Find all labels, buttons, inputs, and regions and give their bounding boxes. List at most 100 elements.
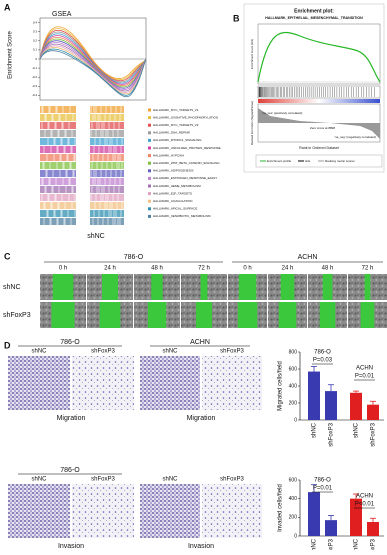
y-tick-label: -0.2 xyxy=(32,75,38,79)
wound-gap xyxy=(360,302,375,328)
wound-gap xyxy=(200,274,208,300)
es-curve xyxy=(39,29,147,82)
y-tick-label: 200 xyxy=(289,515,298,521)
transwell-image xyxy=(140,484,200,538)
annotation: P<0.01 xyxy=(355,502,375,508)
transwell-image xyxy=(8,484,70,538)
y-tick-label: -0.3 xyxy=(32,84,38,88)
x-tick-label: shFoxP3 xyxy=(329,422,335,446)
transwell-image xyxy=(72,484,134,538)
bar xyxy=(308,371,320,420)
heatmap-row xyxy=(90,154,124,161)
condition-label: shFoxP3 xyxy=(220,349,244,355)
wound-gap xyxy=(147,302,167,328)
time-label: 0 h xyxy=(243,266,251,272)
transwell-image xyxy=(8,356,70,410)
condition-label: shNC xyxy=(162,477,178,483)
y-tick-label: 800 xyxy=(289,349,298,355)
legend-text: HALLMARK_MTORC1_SIGNALING xyxy=(153,138,202,142)
wound-gap xyxy=(319,302,336,328)
time-label: 24 h xyxy=(282,266,294,272)
legend-text: HALLMARK_MYC_TARGETS_V1 xyxy=(153,108,199,112)
wound-gap xyxy=(238,274,257,300)
annotation: 786-O xyxy=(314,350,331,356)
heatmap-row xyxy=(90,210,124,217)
y-axis-label: Enrichment score (ES) xyxy=(250,39,254,69)
legend-swatch xyxy=(148,207,151,211)
condition-label: shNC xyxy=(162,349,178,355)
wound-gap xyxy=(51,302,75,328)
legend-swatch xyxy=(148,214,151,218)
legend-text: HALLMARK_XENOBIOTIC_METABOLISM xyxy=(153,214,211,218)
heatmap-row xyxy=(90,178,124,185)
y-tick-label: 0 xyxy=(35,57,37,61)
condition-label: shFoxP3 xyxy=(220,477,244,483)
wound-gap xyxy=(280,274,295,300)
condition-label: shNC xyxy=(31,477,47,483)
legend-text: Enrichment profile xyxy=(267,159,292,163)
es-curve xyxy=(39,28,147,81)
legend-text: HALLMARK_ADIPOGENESIS xyxy=(153,169,194,173)
gsea-title: GSEA xyxy=(52,11,72,18)
heatmap-row xyxy=(90,170,124,177)
legend-swatch xyxy=(148,184,151,188)
transwell-image xyxy=(202,484,262,538)
annotation: P=0.03 xyxy=(313,358,333,364)
heatmap-row xyxy=(90,130,124,137)
x-tick-label: shNC xyxy=(312,422,318,438)
heatmap-row xyxy=(40,122,76,129)
legend-text: HALLMARK_WNT_BETA_CATENIN_SIGNALING xyxy=(153,161,220,165)
row-label: shNC xyxy=(3,284,21,291)
es-curve xyxy=(39,48,147,96)
pos-label: 'na_pos' (positively correlated) xyxy=(262,111,302,115)
y-axis-label: Migrated cells/field xyxy=(278,361,284,411)
transwell-image xyxy=(72,356,134,410)
assay-label: Migration xyxy=(187,415,216,422)
legend-swatch xyxy=(148,169,151,173)
legend-swatch xyxy=(148,123,151,127)
bar xyxy=(325,520,337,536)
legend-text: HALLMARK_OXIDATIVE_PHOSPHORYLATION xyxy=(153,115,218,119)
legend-swatch xyxy=(148,199,151,203)
panel-label: D xyxy=(4,340,11,350)
legend-text: HALLMARK_DNA_REPAIR xyxy=(153,131,191,135)
legend-text: HALLMARK_UNFOLDED_PROTEIN_RESPONSE xyxy=(153,146,221,150)
hits xyxy=(258,87,375,97)
hits-frame xyxy=(257,85,381,99)
legend-text: Ranking metric scores xyxy=(325,159,355,163)
legend-swatch xyxy=(148,146,151,150)
wound-gap xyxy=(237,302,258,328)
y-tick-label: 600 xyxy=(289,477,298,483)
heatmap-row xyxy=(40,162,76,169)
wound-gap xyxy=(322,274,333,300)
wound-gap xyxy=(195,302,213,328)
es-curve xyxy=(39,35,147,85)
annotation: P=0.01 xyxy=(355,374,375,380)
es-curve xyxy=(39,26,147,79)
x-axis-label: Rank in Ordered Dataset xyxy=(299,146,339,150)
y-axis-label: Invaded cells/field xyxy=(278,484,284,532)
x-tick-label: shFoxP3 xyxy=(329,538,335,550)
time-label: 48 h xyxy=(322,266,334,272)
legend-swatch xyxy=(148,154,151,158)
es-curve xyxy=(39,33,147,84)
legend-swatch xyxy=(148,116,151,120)
legend-text: HALLMARK_MYC_TARGETS_V2 xyxy=(153,123,199,127)
heatmap-row xyxy=(40,178,76,185)
y-tick-label: 400 xyxy=(289,383,298,389)
x-tick-label: shNC xyxy=(354,422,360,438)
es-curve xyxy=(257,31,381,83)
y-tick-label: 0.4 xyxy=(33,20,38,24)
bar xyxy=(325,391,337,420)
es-curve xyxy=(39,31,147,83)
heatmap-row xyxy=(40,186,76,193)
legend-text: HALLMARK_APICAL_SURFACE xyxy=(153,207,197,211)
wound-gap xyxy=(278,302,297,328)
group-label: ACHN xyxy=(190,339,210,346)
heatmap-row xyxy=(40,154,76,161)
gsea-plot: 0.4 0.3 0.2 0.1 0 -0.1 -0.2 -0.3 -0.4 HALLMARK_MY… xyxy=(32,17,221,225)
x-tick-label: shNC xyxy=(354,538,360,550)
assay-label: Migration xyxy=(57,415,86,422)
legend-text: HALLMARK_E2F_TARGETS xyxy=(153,191,192,195)
legend-swatch xyxy=(148,138,151,142)
